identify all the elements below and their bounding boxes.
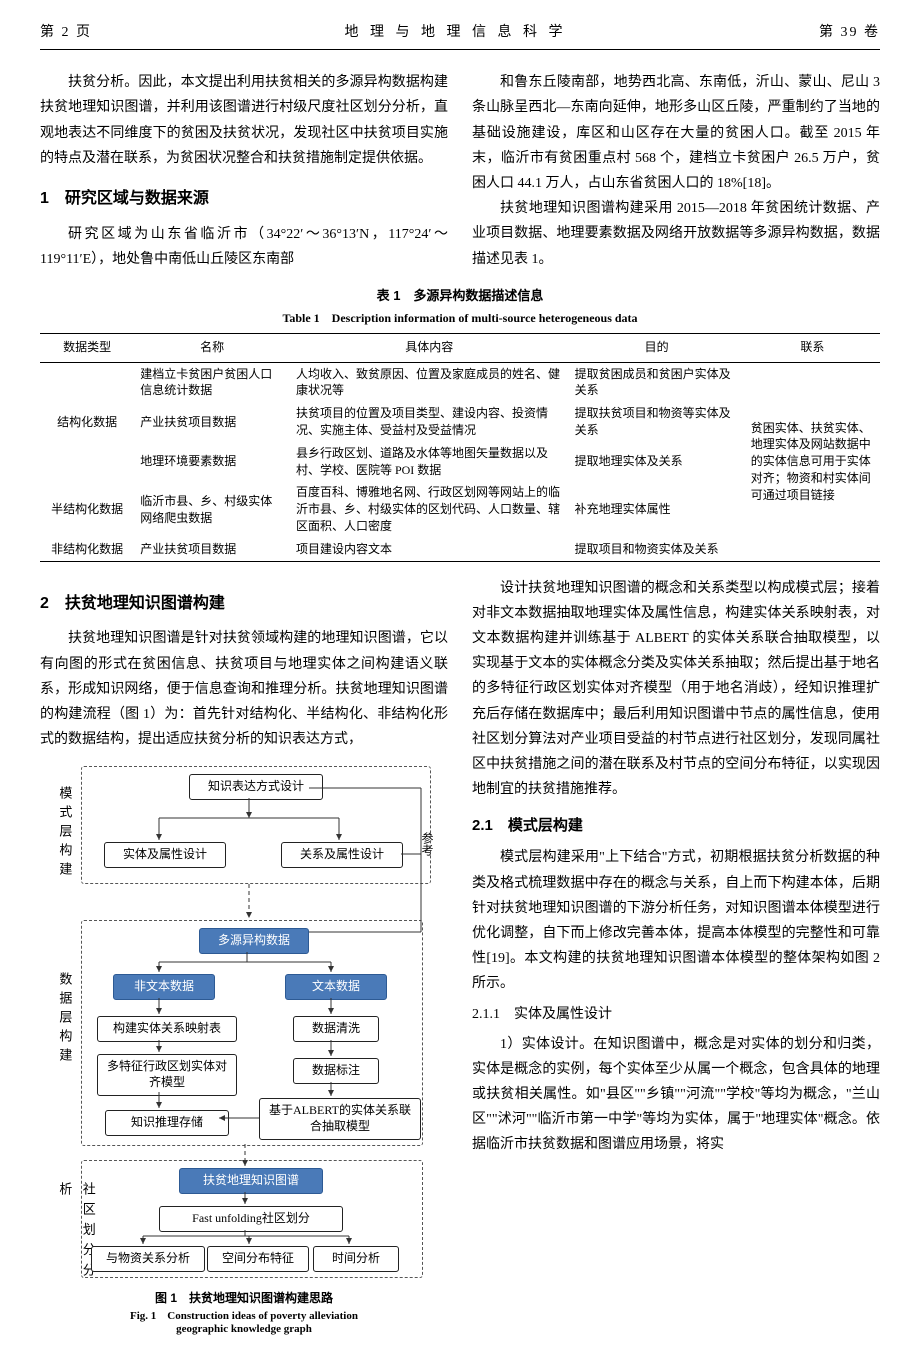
node-nontext: 非文本数据 bbox=[113, 974, 215, 1000]
node-align: 多特征行政区划实体对齐模型 bbox=[97, 1054, 237, 1095]
cell-name: 产业扶贫项目数据 bbox=[134, 538, 290, 561]
section-2-1-1-para: 1）实体设计。在知识图谱中，概念是对实体的划分和归类，实体是概念的实例，每个实体… bbox=[472, 1032, 880, 1158]
col-contact: 联系 bbox=[745, 334, 880, 363]
node-relation-design: 关系及属性设计 bbox=[281, 842, 403, 868]
cell-content: 百度百科、博雅地名网、行政区划网等网站上的临沂市县、乡、村级实体的区划代码、人口… bbox=[290, 481, 569, 537]
section-2-para1: 扶贫地理知识图谱是针对扶贫领域构建的地理知识图谱，它以有向图的形式在贫困信息、扶… bbox=[40, 626, 448, 752]
section-2-1-1-title: 2.1.1 实体及属性设计 bbox=[472, 1002, 880, 1027]
table-1-block: 表 1 多源异构数据描述信息 Table 1 Description infor… bbox=[40, 272, 880, 576]
col-type: 数据类型 bbox=[40, 334, 134, 363]
col-content: 具体内容 bbox=[290, 334, 569, 363]
fig-1-caption-en2: geographic knowledge graph bbox=[40, 1323, 448, 1336]
cell-purpose: 提取地理实体及关系 bbox=[569, 442, 745, 482]
node-clean: 数据清洗 bbox=[293, 1016, 379, 1042]
cell-contact: 贫困实体、扶贫实体、地理实体及网站数据中的实体信息可用于实体对齐；物资和村实体间… bbox=[745, 362, 880, 561]
node-knowledge-design: 知识表达方式设计 bbox=[189, 774, 323, 800]
table-1-caption-en: Table 1 Description information of multi… bbox=[40, 308, 880, 330]
cell-type: 非结构化数据 bbox=[40, 538, 134, 561]
node-label: 数据标注 bbox=[293, 1058, 379, 1084]
header-left: 第 2 页 bbox=[40, 20, 92, 45]
node-text: 文本数据 bbox=[285, 974, 387, 1000]
main-content: 扶贫分析。因此，本文提出利用扶贫相关的多源异构数据构建扶贫地理知识图谱，并利用该… bbox=[40, 70, 880, 1336]
section-1-para: 研究区域为山东省临沂市（34°22′～36°13′N，117°24′～119°1… bbox=[40, 222, 448, 272]
para-right-2: 扶贫地理知识图谱构建采用 2015—2018 年贫困统计数据、产业项目数据、地理… bbox=[472, 196, 880, 272]
cell-content: 县乡行政区划、道路及水体等地图矢量数据以及村、学校、医院等 POI 数据 bbox=[290, 442, 569, 482]
cell-name: 产业扶贫项目数据 bbox=[134, 402, 290, 442]
side-label-2: 数据层构建 bbox=[53, 972, 76, 1067]
header-right: 第 39 卷 bbox=[819, 20, 880, 45]
node-material: 与物资关系分析 bbox=[91, 1246, 205, 1272]
cell-type: 半结构化数据 bbox=[40, 481, 134, 537]
cell-content: 项目建设内容文本 bbox=[290, 538, 569, 561]
fig-1-caption-cn: 图 1 扶贫地理知识图谱构建思路 bbox=[40, 1288, 448, 1310]
cell-name: 建档立卡贫困户贫困人口信息统计数据 bbox=[134, 362, 290, 402]
cell-purpose: 补充地理实体属性 bbox=[569, 481, 745, 537]
node-kg: 扶贫地理知识图谱 bbox=[179, 1168, 323, 1194]
figure-1: 模式层构建 数据层构建 社区划分分析 参考 知识表达方式设计 实体及属性设计 关… bbox=[40, 762, 448, 1336]
node-time: 时间分析 bbox=[313, 1246, 399, 1272]
section-1-title: 1 研究区域与数据来源 bbox=[40, 185, 448, 214]
node-entity-design: 实体及属性设计 bbox=[104, 842, 226, 868]
header-center: 地 理 与 地 理 信 息 科 学 bbox=[345, 20, 567, 45]
para-right-1: 和鲁东丘陵南部，地势西北高、东南低，沂山、蒙山、尼山 3 条山脉呈西北—东南向延… bbox=[472, 70, 880, 196]
cell-name: 地理环境要素数据 bbox=[134, 442, 290, 482]
cell-type: 结构化数据 bbox=[40, 362, 134, 481]
cell-content: 人均收入、致贫原因、位置及家庭成员的姓名、健康状况等 bbox=[290, 362, 569, 402]
flowchart: 模式层构建 数据层构建 社区划分分析 参考 知识表达方式设计 实体及属性设计 关… bbox=[49, 762, 439, 1282]
side-label-1: 模式层构建 bbox=[53, 786, 76, 881]
cell-content: 扶贫项目的位置及项目类型、建设内容、投资情况、实施主体、受益村及受益情况 bbox=[290, 402, 569, 442]
table-header-row: 数据类型 名称 具体内容 目的 联系 bbox=[40, 334, 880, 363]
node-mapping: 构建实体关系映射表 bbox=[97, 1016, 237, 1042]
cell-purpose: 提取扶贫项目和物资等实体及关系 bbox=[569, 402, 745, 442]
cell-purpose: 提取项目和物资实体及关系 bbox=[569, 538, 745, 561]
node-multisource: 多源异构数据 bbox=[199, 928, 309, 954]
section-2-1-title: 2.1 模式层构建 bbox=[472, 812, 880, 839]
table-row: 结构化数据 建档立卡贫困户贫困人口信息统计数据 人均收入、致贫原因、位置及家庭成… bbox=[40, 362, 880, 402]
node-albert: 基于ALBERT的实体关系联合抽取模型 bbox=[259, 1098, 421, 1139]
section-2-1-para: 模式层构建采用"上下结合"方式，初期根据扶贫分析数据的种类及格式梳理数据中存在的… bbox=[472, 845, 880, 996]
cell-purpose: 提取贫困成员和贫困户实体及关系 bbox=[569, 362, 745, 402]
table-1-caption-cn: 表 1 多源异构数据描述信息 bbox=[40, 284, 880, 307]
col-name: 名称 bbox=[134, 334, 290, 363]
section-2-title: 2 扶贫地理知识图谱构建 bbox=[40, 590, 448, 619]
page-header: 第 2 页 地 理 与 地 理 信 息 科 学 第 39 卷 bbox=[40, 20, 880, 50]
table-1: 数据类型 名称 具体内容 目的 联系 结构化数据 建档立卡贫困户贫困人口信息统计… bbox=[40, 333, 880, 562]
node-store: 知识推理存储 bbox=[105, 1110, 229, 1136]
section-2-para2: 设计扶贫地理知识图谱的概念和关系类型以构成模式层；接着对非文本数据抽取地理实体及… bbox=[472, 576, 880, 803]
cell-name: 临沂市县、乡、村级实体网络爬虫数据 bbox=[134, 481, 290, 537]
col-purpose: 目的 bbox=[569, 334, 745, 363]
node-spatial: 空间分布特征 bbox=[207, 1246, 309, 1272]
node-fastunfolding: Fast unfolding社区划分 bbox=[159, 1206, 343, 1232]
fig-1-caption-en1: Fig. 1 Construction ideas of poverty all… bbox=[40, 1310, 448, 1323]
para-intro: 扶贫分析。因此，本文提出利用扶贫相关的多源异构数据构建扶贫地理知识图谱，并利用该… bbox=[40, 70, 448, 171]
